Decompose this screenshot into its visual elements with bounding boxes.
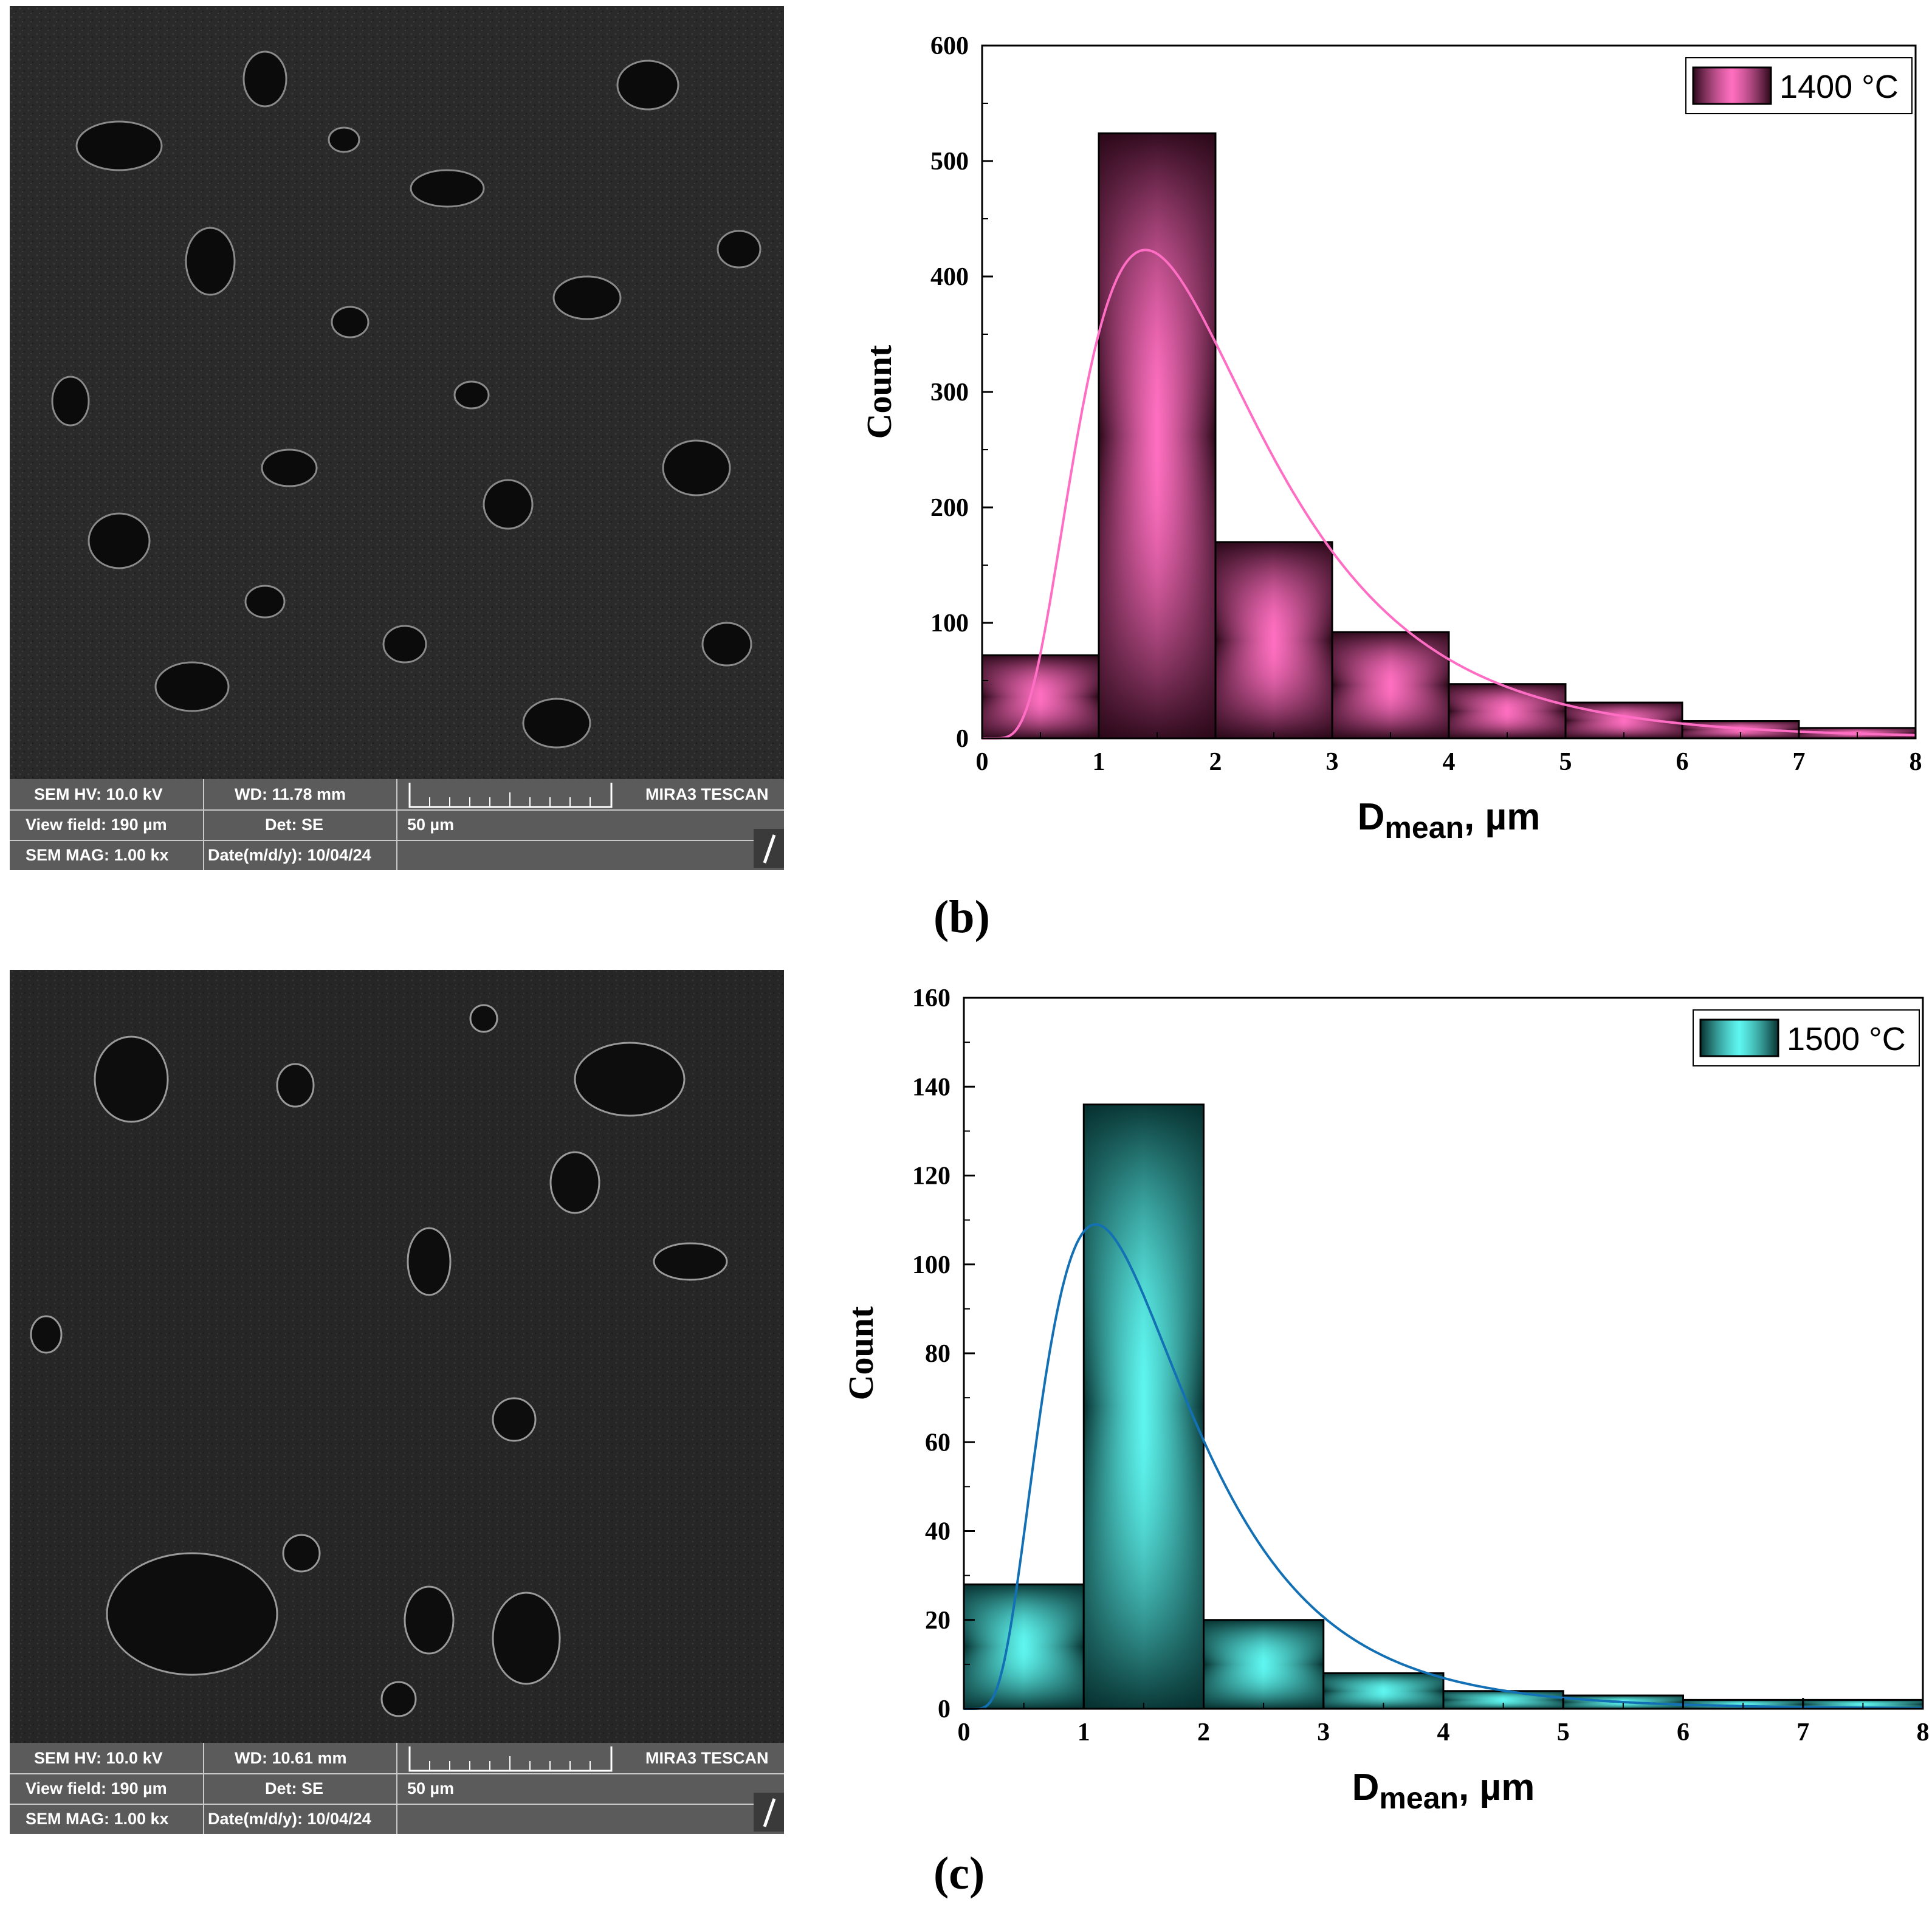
sem-view-field: View field: 190 µm [26, 816, 167, 834]
x-tick-label-1: 1 [1093, 748, 1105, 776]
x-tick-label-3: 3 [1317, 1719, 1330, 1746]
legend-label: 1400 °C [1779, 69, 1899, 105]
bar-3 [1331, 631, 1450, 740]
x-tick-label-0: 0 [958, 1719, 971, 1746]
x-tick-label-7: 7 [1796, 1719, 1809, 1746]
sem-micrograph-1500 [10, 970, 784, 1743]
y-tick-label-1: 100 [930, 609, 969, 637]
x-axis-label-sub: mean [1379, 1781, 1459, 1815]
sem-scale-label: 50 µm [407, 816, 455, 834]
sem-info-bar: SEM HV: 10.0 kV WD: 10.61 mm MIRA3 TESCA… [10, 1743, 784, 1834]
y-tick-label-4: 80 [925, 1340, 951, 1368]
sem-micrograph-1400 [10, 6, 784, 779]
panel-label-c: (c) [933, 1848, 985, 1899]
sem-scale-label: 50 µm [407, 1779, 455, 1798]
x-axis-label-unit: , µm [1459, 1767, 1535, 1808]
x-tick-label-4: 4 [1437, 1719, 1450, 1746]
bar-0 [981, 654, 1100, 740]
scale-bar [408, 783, 613, 808]
bar-0 [963, 1583, 1085, 1710]
ticks: 0 1 2 3 4 5 6 7 8 0 100 200 300 400 500 600 [930, 32, 1922, 776]
x-tick-label-8: 8 [1910, 748, 1922, 776]
fit-curve [982, 249, 1916, 740]
sem-brand: MIRA3 TESCAN [645, 785, 769, 803]
y-tick-label-2: 200 [930, 494, 969, 522]
x-tick-label-8: 8 [1917, 1719, 1930, 1746]
sem-det: Det: SE [265, 816, 324, 834]
y-axis-label: Count [859, 345, 899, 439]
sem-date: Date(m/d/y): 10/04/24 [208, 1810, 371, 1828]
x-tick-label-2: 2 [1209, 748, 1222, 776]
sem-info-bar: SEM HV: 10.0 kV WD: 11.78 mm MIRA3 TESCA… [10, 779, 784, 870]
sem-image-1400: SEM HV: 10.0 kV WD: 11.78 mm MIRA3 TESCA… [10, 6, 784, 870]
fit-curve [964, 1223, 1923, 1710]
sem-brand: MIRA3 TESCAN [645, 1749, 769, 1767]
x-tick-label-6: 6 [1677, 1719, 1690, 1746]
x-tick-label-4: 4 [1443, 748, 1456, 776]
legend: 1500 °C [1693, 1009, 1920, 1066]
legend-swatch [1692, 66, 1772, 105]
x-tick-label-1: 1 [1078, 1719, 1090, 1746]
x-tick-label-7: 7 [1793, 748, 1806, 776]
panel-label-b: (b) [933, 891, 990, 943]
y-tick-label-8: 160 [912, 984, 951, 1012]
sem-date: Date(m/d/y): 10/04/24 [208, 846, 371, 864]
x-tick-label-5: 5 [1557, 1719, 1570, 1746]
sem-image-1500: SEM HV: 10.0 kV WD: 10.61 mm MIRA3 TESCA… [10, 970, 784, 1834]
y-tick-label-5: 500 [930, 148, 969, 176]
sem-det: Det: SE [265, 1779, 324, 1798]
x-axis-label-unit: , µm [1464, 796, 1540, 838]
bar-1 [1082, 1104, 1205, 1710]
sem-wd: WD: 10.61 mm [235, 1749, 347, 1767]
x-axis-label: Dmean, µm [1352, 1767, 1535, 1815]
y-tick-label-1: 20 [925, 1607, 951, 1635]
y-tick-label-6: 600 [930, 32, 969, 60]
legend: 1400 °C [1685, 57, 1913, 114]
histogram-1400: 0 1 2 3 4 5 6 7 8 0 100 200 300 400 500 600 Count Dmean… [859, 32, 1922, 845]
y-tick-label-0: 0 [938, 1695, 951, 1723]
x-tick-label-5: 5 [1559, 748, 1572, 776]
x-axis-label-main: D [1352, 1767, 1380, 1808]
sem-hv: SEM HV: 10.0 kV [34, 785, 163, 803]
legend-swatch [1699, 1018, 1779, 1057]
bar-1 [1098, 132, 1217, 740]
bar-4 [1448, 683, 1567, 740]
sem-mag: SEM MAG: 1.00 kx [26, 846, 169, 864]
sem-view-field: View field: 190 µm [26, 1779, 167, 1798]
sem-wd: WD: 11.78 mm [235, 785, 346, 803]
scale-bar [408, 1746, 613, 1772]
y-tick-label-3: 300 [930, 379, 969, 407]
x-axis-label: Dmean, µm [1358, 796, 1541, 845]
plot-area: 0 1 2 3 4 5 6 7 8 0 100 200 300 400 500 600 [930, 32, 1922, 776]
y-tick-label-7: 140 [912, 1073, 951, 1101]
bar-2 [1214, 541, 1333, 740]
x-axis-label-main: D [1358, 796, 1385, 838]
bars [981, 132, 1917, 740]
y-tick-label-5: 100 [912, 1251, 951, 1279]
sem-mag: SEM MAG: 1.00 kx [26, 1810, 169, 1828]
bars [963, 1104, 1924, 1710]
x-tick-label-3: 3 [1326, 748, 1339, 776]
bar-2 [1203, 1619, 1325, 1710]
tescan-logo-icon [754, 1793, 784, 1832]
x-tick-label-0: 0 [976, 748, 989, 776]
sem-hv: SEM HV: 10.0 kV [34, 1749, 163, 1767]
y-axis-label: Count [841, 1306, 881, 1400]
y-tick-label-3: 60 [925, 1429, 951, 1457]
y-tick-label-2: 40 [925, 1518, 951, 1546]
y-tick-label-6: 120 [912, 1162, 951, 1190]
tescan-logo-icon [754, 829, 784, 868]
legend-label: 1500 °C [1787, 1021, 1906, 1057]
x-tick-label-6: 6 [1676, 748, 1689, 776]
x-tick-label-2: 2 [1197, 1719, 1210, 1746]
x-axis-label-sub: mean [1384, 811, 1464, 845]
y-tick-label-0: 0 [956, 725, 969, 753]
y-tick-label-4: 400 [930, 263, 969, 291]
